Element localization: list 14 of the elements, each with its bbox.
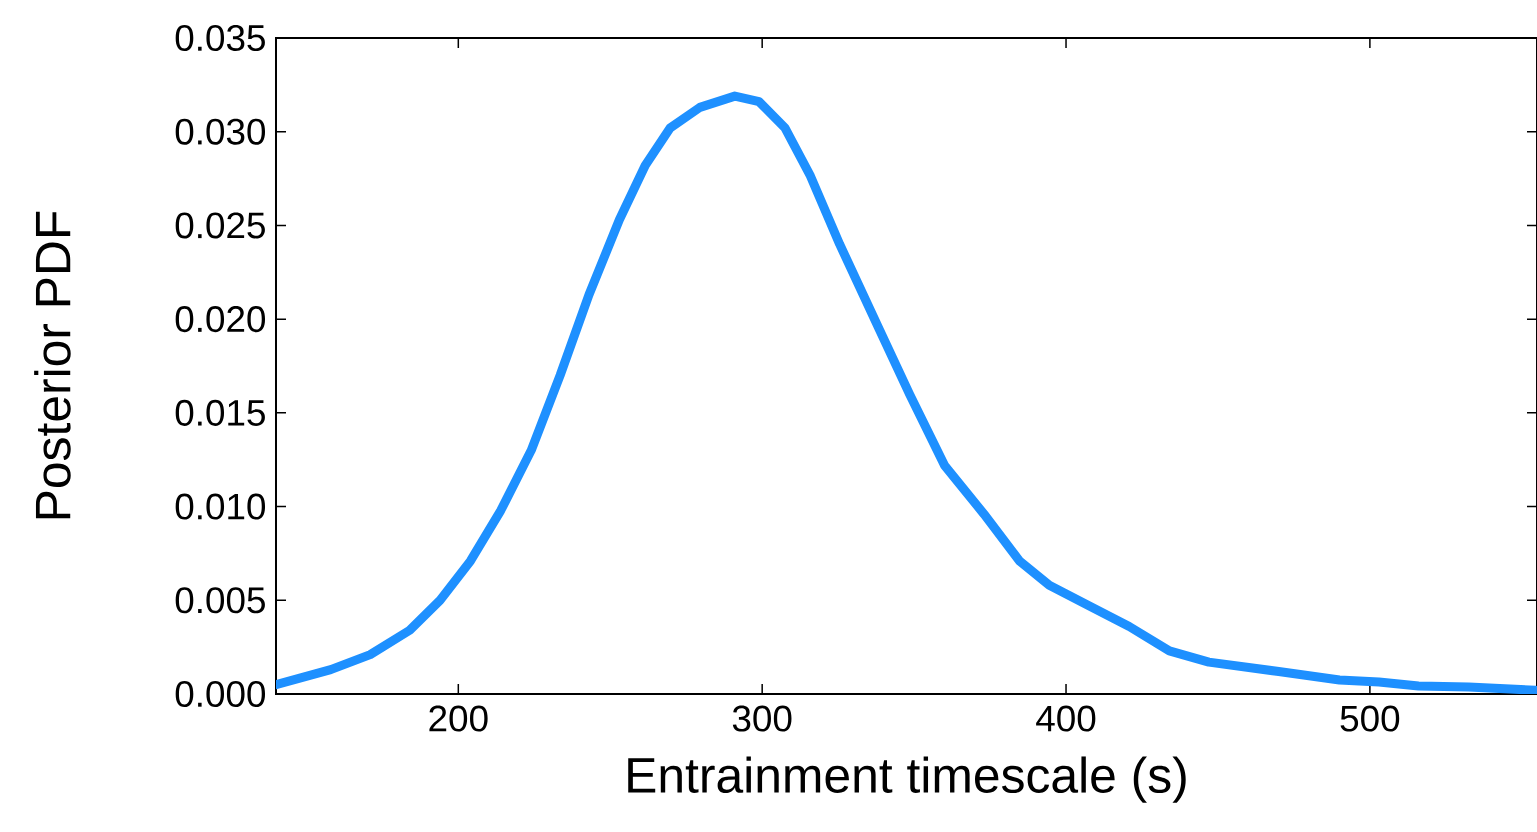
y-tick-label: 0.015 xyxy=(175,399,265,426)
y-tick-label: 0.005 xyxy=(175,587,265,614)
x-tick-label: 200 xyxy=(429,705,488,732)
x-tick-label: 500 xyxy=(1340,705,1400,732)
y-tick-label: 0.010 xyxy=(175,493,266,520)
x-tick-label: 300 xyxy=(732,705,792,732)
y-axis-title: Posterior PDF xyxy=(34,211,71,519)
y-tick-label: 0.030 xyxy=(175,118,266,145)
y-tick-label: 0.020 xyxy=(175,306,266,333)
y-tick-label: 0.025 xyxy=(175,212,265,239)
x-tick-label: 400 xyxy=(1036,705,1096,732)
y-tick-label: 0.035 xyxy=(175,24,265,52)
x-axis-title: Entrainment timescale (s) xyxy=(628,756,1186,803)
y-tick-label: 0.000 xyxy=(175,680,266,708)
